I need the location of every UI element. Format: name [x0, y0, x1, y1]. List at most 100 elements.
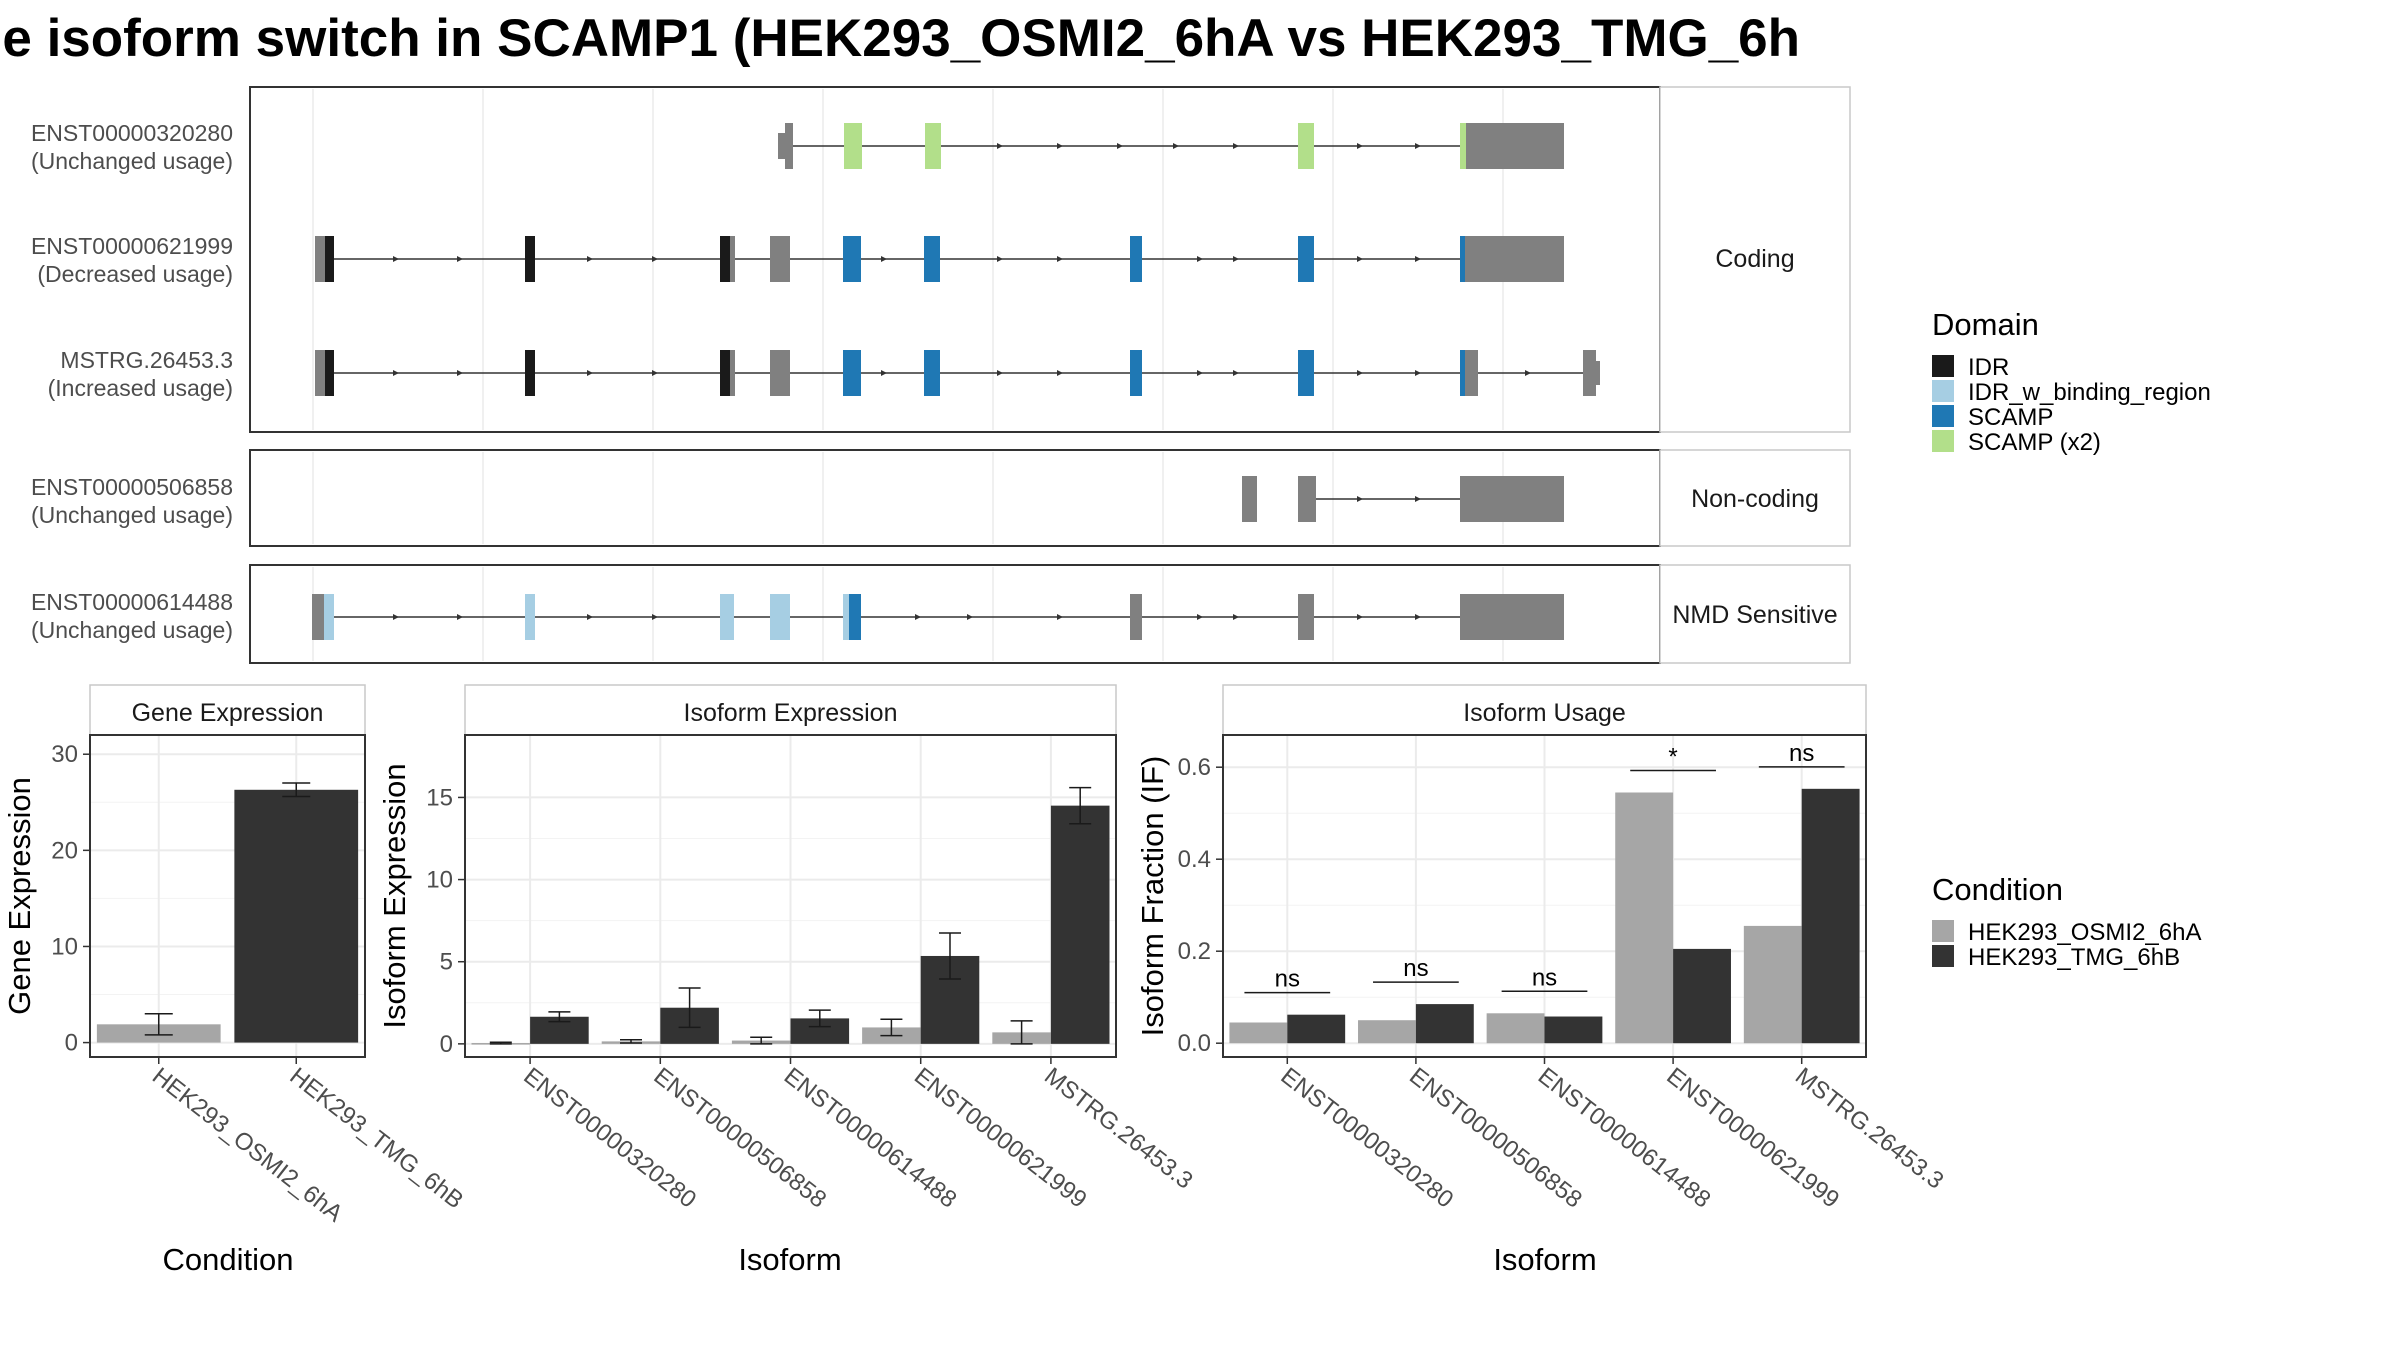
exon	[525, 236, 535, 282]
strand-arrow	[997, 256, 1003, 262]
exon	[1482, 123, 1564, 169]
exon	[1298, 476, 1308, 522]
legend-key-scamp	[1932, 405, 1954, 427]
exon	[1298, 350, 1314, 396]
y-axis-title: Isoform Expression	[377, 763, 412, 1028]
y-tick-label: 10	[426, 867, 453, 894]
strand-arrow	[1117, 143, 1123, 149]
strand-arrow	[652, 370, 658, 376]
exon	[1130, 350, 1142, 396]
exon	[770, 594, 790, 640]
strand-arrow	[997, 370, 1003, 376]
strand-arrow	[393, 256, 399, 262]
y-tick-label: 30	[51, 741, 78, 768]
legend-key-tmg	[1932, 945, 1954, 967]
strand-arrow	[1197, 614, 1203, 620]
isoform-expression-chart: Isoform Expression051015ENST00000320280E…	[377, 684, 1198, 1277]
transcript-structure-plot: Coding Non-coding NMD Sensitive ENST0000…	[31, 86, 1851, 664]
strand-arrow	[1357, 614, 1363, 620]
exon	[1460, 123, 1466, 169]
strand-arrow	[1415, 496, 1421, 502]
panel-title: Gene Expression	[132, 699, 324, 727]
strand-arrow	[1233, 143, 1239, 149]
exon	[1298, 123, 1314, 169]
panel-strip	[464, 684, 1117, 736]
strand-arrow	[1415, 143, 1421, 149]
exon	[1583, 350, 1596, 396]
noncoding-panel	[249, 449, 1661, 547]
exon	[525, 594, 535, 640]
exon	[1483, 236, 1564, 282]
exon	[1460, 476, 1484, 522]
bar	[1050, 805, 1110, 1044]
x-axis-title: Condition	[163, 1242, 294, 1277]
legend-key-idr-binding	[1932, 380, 1954, 402]
exon	[1242, 476, 1257, 522]
strip-label-noncoding: Non-coding	[1691, 485, 1819, 513]
transcript-label-usage: (Unchanged usage)	[31, 502, 233, 528]
bar	[1486, 1013, 1545, 1044]
legend-key-idr	[1932, 355, 1954, 377]
bar	[1743, 925, 1802, 1044]
strand-arrow	[1233, 614, 1239, 620]
exon	[1596, 361, 1600, 385]
strand-arrow	[1357, 143, 1363, 149]
transcript-label-id: ENST00000614488	[31, 589, 233, 615]
transcript-label-usage: (Decreased usage)	[37, 261, 233, 287]
significance-label: ns	[1403, 955, 1428, 982]
significance-label: ns	[1789, 740, 1814, 767]
bar	[1358, 1020, 1416, 1044]
exon	[730, 350, 735, 396]
legend-key-osmi2	[1932, 920, 1954, 942]
x-axis-title: Isoform	[1493, 1242, 1596, 1277]
strand-arrow	[1233, 256, 1239, 262]
exon	[525, 350, 535, 396]
exon	[1460, 236, 1465, 282]
exon	[924, 236, 940, 282]
exon	[843, 350, 861, 396]
y-tick-label: 0.6	[1178, 754, 1211, 781]
figure-title: he isoform switch in SCAMP1 (HEK293_OSMI…	[0, 9, 1800, 68]
strip-coding	[1659, 86, 1851, 433]
strand-arrow	[457, 370, 463, 376]
exon	[1484, 476, 1564, 522]
strand-arrow	[393, 370, 399, 376]
transcript-label-usage: (Increased usage)	[48, 375, 233, 401]
exon	[1466, 123, 1482, 169]
condition-legend-title: Condition	[1932, 872, 2063, 907]
panel-title: Isoform Expression	[684, 699, 898, 727]
transcript-label-id: ENST00000320280	[31, 120, 233, 146]
domain-legend-title: Domain	[1932, 307, 2039, 342]
strand-arrow	[1415, 256, 1421, 262]
y-tick-label: 0.4	[1178, 846, 1211, 873]
y-tick-label: 0.2	[1178, 938, 1211, 965]
significance-label: ns	[1532, 964, 1557, 991]
strand-arrow	[652, 614, 658, 620]
exon	[843, 594, 849, 640]
strand-arrow	[652, 256, 658, 262]
exon	[720, 350, 730, 396]
exon	[843, 236, 861, 282]
strip-nmd	[1659, 564, 1851, 664]
legend-label: HEK293_OSMI2_6hA	[1968, 919, 2201, 946]
y-tick-label: 0	[440, 1031, 453, 1058]
y-tick-label: 10	[51, 933, 78, 960]
exon	[312, 594, 326, 640]
bar	[1801, 788, 1860, 1044]
transcript-label-id: ENST00000506858	[31, 474, 233, 500]
exon	[325, 236, 334, 282]
condition-legend: Condition HEK293_OSMI2_6hA HEK293_TMG_6h…	[1932, 872, 2201, 971]
exon	[1130, 236, 1142, 282]
exon	[785, 123, 793, 169]
strip-label-coding: Coding	[1715, 245, 1794, 273]
nmd-panel	[249, 564, 1661, 664]
legend-label: SCAMP (x2)	[1968, 429, 2101, 456]
strand-arrow	[1525, 370, 1531, 376]
strand-arrow	[587, 256, 593, 262]
exon	[1298, 594, 1314, 640]
strand-arrow	[997, 143, 1003, 149]
bar	[1229, 1022, 1288, 1044]
bar	[1544, 1016, 1603, 1044]
strand-arrow	[1173, 143, 1179, 149]
strand-arrow	[881, 370, 887, 376]
